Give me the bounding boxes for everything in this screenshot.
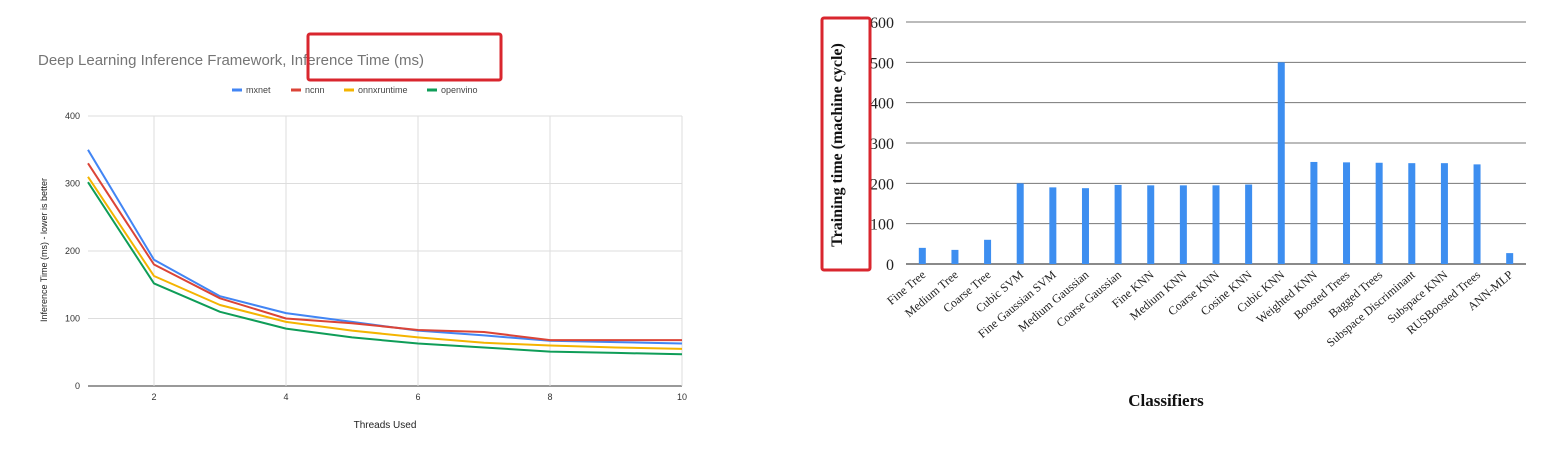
series-line-ncnn — [87, 162, 682, 342]
x-tick-label: 2 — [151, 392, 156, 402]
line-chart-y-ticks: 0 100 200 300 400 — [65, 111, 80, 391]
y-tick-label: 200 — [65, 246, 80, 256]
bar — [1506, 253, 1514, 264]
legend-label-onnxruntime: onnxruntime — [358, 85, 408, 95]
legend-label-openvino: openvino — [441, 85, 478, 95]
bar — [1310, 161, 1318, 264]
line-chart-grid — [88, 115, 683, 387]
bar — [1179, 185, 1187, 264]
x-tick-label: 4 — [283, 392, 288, 402]
bar-chart-y-ticks: 0 100 200 300 400 500 600 — [870, 15, 894, 274]
bar — [1277, 62, 1285, 265]
line-chart-title: Deep Learning Inference Framework, Infer… — [38, 52, 424, 69]
bar-chart-x-axis-label: Classifiers — [1128, 391, 1204, 410]
bar — [1016, 183, 1024, 264]
x-tick-label: 6 — [415, 392, 420, 402]
bar — [984, 239, 992, 264]
bar-chart-grid — [906, 21, 1526, 265]
legend-label-mxnet: mxnet — [246, 85, 271, 95]
line-chart-x-axis-label: Threads Used — [354, 420, 417, 431]
line-chart-series — [87, 149, 683, 356]
bar — [1473, 164, 1481, 264]
bar — [1081, 188, 1089, 264]
x-tick-label: 10 — [677, 392, 687, 402]
bar — [1147, 185, 1155, 264]
bar — [1375, 162, 1383, 264]
y-tick-label: 0 — [75, 381, 80, 391]
y-tick-label: 400 — [65, 111, 80, 121]
line-chart: Deep Learning Inference Framework, Infer… — [38, 32, 687, 431]
bar — [1408, 163, 1416, 264]
bar — [918, 247, 926, 264]
line-chart-legend: mxnet ncnn onnxruntime openvino — [232, 85, 478, 95]
line-chart-y-axis-label: Inference Time (ms) - lower is better — [39, 178, 49, 322]
bar — [1440, 163, 1448, 264]
y-tick-label: 0 — [886, 257, 894, 274]
y-tick-label: 300 — [870, 136, 894, 153]
line-chart-x-ticks: 2 4 6 8 10 — [151, 392, 687, 402]
y-tick-label: 300 — [65, 179, 80, 189]
bar — [951, 249, 959, 264]
bar — [1212, 185, 1220, 264]
bar — [1245, 184, 1253, 264]
series-line-mxnet — [87, 149, 683, 345]
y-tick-label: 100 — [870, 217, 894, 234]
y-tick-label: 100 — [65, 314, 80, 324]
y-tick-label: 600 — [870, 15, 894, 32]
bar-chart-y-axis-label: Training time (machine cycle) — [829, 43, 846, 247]
series-line-onnxruntime — [87, 176, 683, 350]
series-line-openvino — [87, 181, 683, 356]
y-tick-label: 400 — [870, 96, 894, 113]
bar — [1343, 162, 1351, 264]
title-highlight-box — [306, 32, 503, 82]
bar — [1114, 184, 1122, 264]
bar-chart-bars — [918, 62, 1514, 265]
y-tick-label: 200 — [870, 176, 894, 193]
legend-label-ncnn: ncnn — [305, 85, 325, 95]
y-label-highlight-box — [820, 16, 872, 272]
x-tick-label: 8 — [547, 392, 552, 402]
bar — [1049, 187, 1057, 264]
y-tick-label: 500 — [870, 55, 894, 72]
